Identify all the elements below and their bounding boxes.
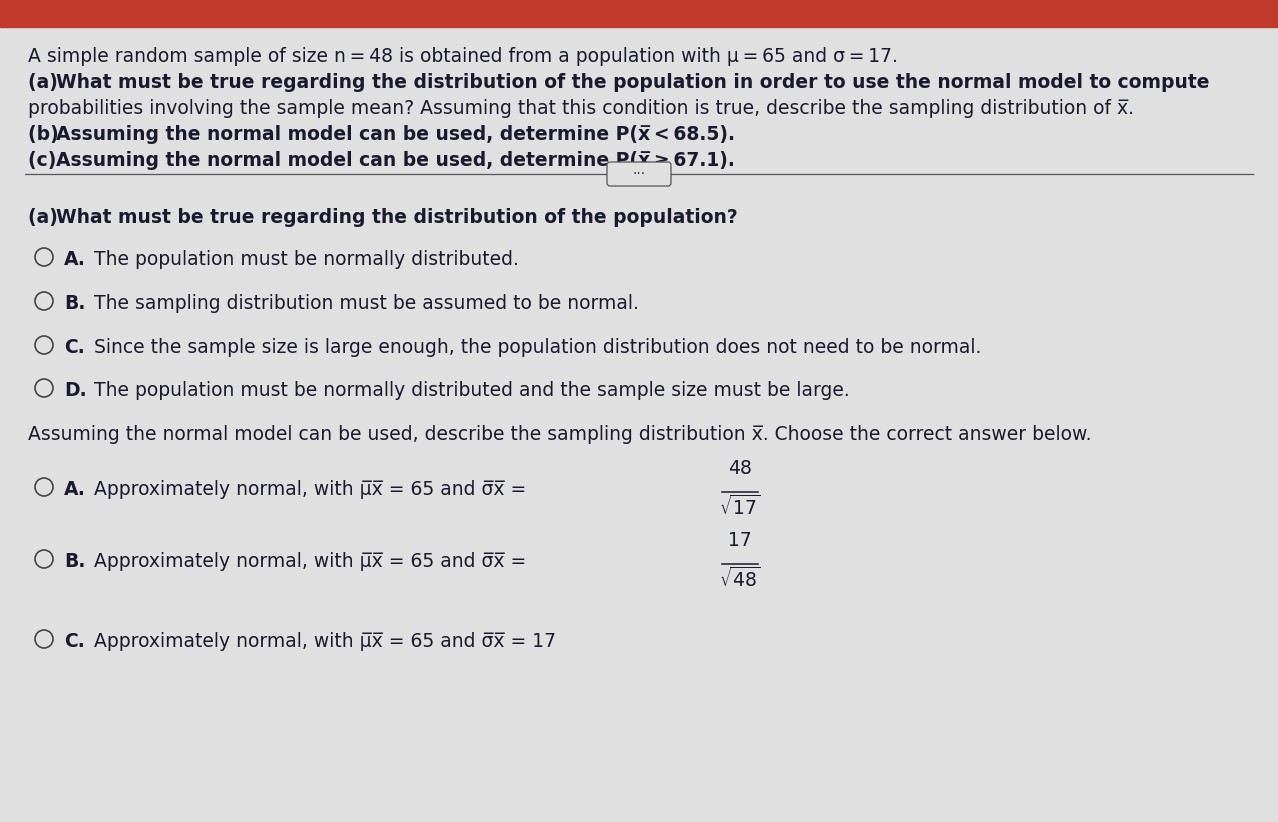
Text: $\sqrt{17}$: $\sqrt{17}$: [720, 495, 760, 520]
Text: Approximately normal, with μ̅x̅ = 65 and σ̅x̅ = 17: Approximately normal, with μ̅x̅ = 65 and…: [95, 632, 556, 651]
Text: 17: 17: [728, 531, 751, 550]
Text: The population must be normally distributed.: The population must be normally distribu…: [95, 250, 519, 269]
Text: (a): (a): [28, 73, 64, 92]
Text: (b): (b): [28, 125, 65, 144]
Text: C.: C.: [64, 632, 84, 651]
Text: (c): (c): [28, 151, 63, 170]
Text: A simple random sample of size n = 48 is obtained from a population with μ = 65 : A simple random sample of size n = 48 is…: [28, 47, 898, 66]
Text: A.: A.: [64, 480, 86, 499]
Text: What must be true regarding the distribution of the population in order to use t: What must be true regarding the distribu…: [56, 73, 1209, 92]
Text: Assuming the normal model can be used, determine P(x̅ ≥ 67.1).: Assuming the normal model can be used, d…: [56, 151, 735, 170]
Text: B.: B.: [64, 294, 86, 313]
Text: ···: ···: [633, 167, 645, 181]
Text: The population must be normally distributed and the sample size must be large.: The population must be normally distribu…: [95, 381, 850, 400]
Text: (a): (a): [28, 208, 64, 227]
FancyBboxPatch shape: [607, 162, 671, 186]
Text: The sampling distribution must be assumed to be normal.: The sampling distribution must be assume…: [95, 294, 639, 313]
Text: $\sqrt{48}$: $\sqrt{48}$: [720, 567, 760, 591]
Text: Since the sample size is large enough, the population distribution does not need: Since the sample size is large enough, t…: [95, 338, 982, 357]
Text: probabilities involving the sample mean? Assuming that this condition is true, d: probabilities involving the sample mean?…: [28, 99, 1134, 118]
Text: A.: A.: [64, 250, 86, 269]
Bar: [0, 0, 1278, 27]
Text: Approximately normal, with μ̅x̅ = 65 and σ̅x̅ =: Approximately normal, with μ̅x̅ = 65 and…: [95, 552, 532, 571]
Text: Assuming the normal model can be used, determine P(x̅ < 68.5).: Assuming the normal model can be used, d…: [56, 125, 735, 144]
Text: C.: C.: [64, 338, 84, 357]
Text: Approximately normal, with μ̅x̅ = 65 and σ̅x̅ =: Approximately normal, with μ̅x̅ = 65 and…: [95, 480, 532, 499]
Text: 48: 48: [728, 459, 751, 478]
Text: Assuming the normal model can be used, describe the sampling distribution x̅. Ch: Assuming the normal model can be used, d…: [28, 425, 1091, 444]
Text: B.: B.: [64, 552, 86, 571]
Text: D.: D.: [64, 381, 87, 400]
Text: What must be true regarding the distribution of the population?: What must be true regarding the distribu…: [56, 208, 737, 227]
